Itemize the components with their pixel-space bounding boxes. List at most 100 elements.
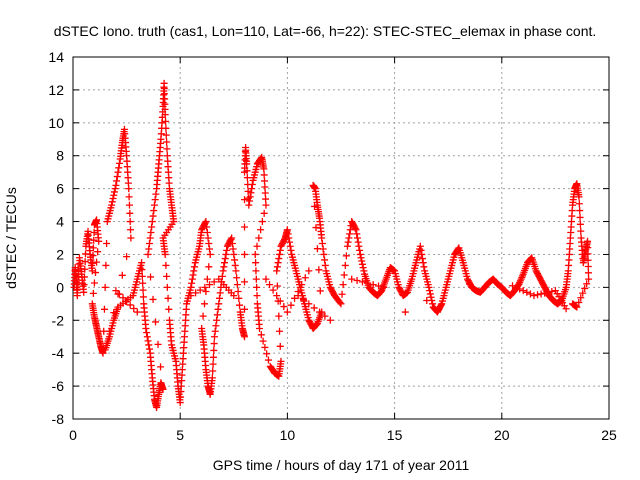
data-point-interp <box>163 145 171 153</box>
data-point-interp <box>509 289 517 297</box>
data-point-interp <box>145 245 153 253</box>
data-point-interp <box>210 340 218 348</box>
data-point-interp <box>560 302 568 310</box>
data-point-interp <box>291 294 299 302</box>
data-point-interp <box>311 202 319 210</box>
data-point-interp <box>575 191 583 199</box>
data-point-interp <box>517 275 525 283</box>
data-point-interp <box>139 286 147 294</box>
y-tick-label: 6 <box>56 181 64 197</box>
data-point-interp <box>463 272 471 280</box>
data-point-interp <box>210 278 218 286</box>
data-point-interp <box>81 258 89 266</box>
data-point-interp <box>123 297 131 305</box>
tick-labels: 0 5 10 15 20 25 -8 -6 -4 -2 0 2 4 6 8 10 12 14 <box>48 49 617 443</box>
data-point-interp <box>84 230 92 238</box>
data-point-interp <box>351 223 359 231</box>
data-point-interp <box>139 293 147 301</box>
data-point-interp <box>214 305 222 313</box>
data-point-interp <box>241 250 249 258</box>
data-point-interp <box>311 322 319 330</box>
data-point-interp <box>114 168 122 176</box>
data-point-interp <box>94 234 102 242</box>
data-point-interp <box>581 284 589 292</box>
y-tick-label: 14 <box>48 49 64 65</box>
tick-marks <box>72 56 610 420</box>
data-point-interp <box>196 286 204 294</box>
data-point-interp <box>125 201 133 209</box>
data-point-interp <box>516 285 524 293</box>
data-point-interp <box>169 215 177 223</box>
data-point-interp <box>261 343 269 351</box>
data-point-interp <box>561 286 569 294</box>
y-tick-label: -4 <box>52 345 65 361</box>
data-point-interp <box>88 264 96 272</box>
data-point-interp <box>209 367 217 375</box>
data-point-interp <box>269 286 277 294</box>
data-point-interp <box>336 298 344 306</box>
data-point-interp <box>89 289 97 297</box>
data-point-interp <box>123 253 131 261</box>
data-point-interp <box>161 248 169 256</box>
data-point-interp <box>284 230 292 238</box>
data-point-interp <box>304 314 312 322</box>
data-point-interp <box>274 259 282 267</box>
data-point-interp <box>203 275 211 283</box>
data-point <box>305 267 313 275</box>
data-point-interp <box>126 218 134 226</box>
data-point-interp <box>355 242 363 250</box>
data-point-interp <box>241 223 249 231</box>
data-point-interp <box>190 263 198 271</box>
data-point-interp <box>115 159 123 167</box>
data-point-interp <box>142 320 150 328</box>
data-point-interp <box>575 298 583 306</box>
data-point-interp <box>255 234 263 242</box>
data-point <box>144 250 152 258</box>
data-point-interp <box>204 234 212 242</box>
data-point-interp <box>576 213 584 221</box>
data-point-interp <box>206 389 214 397</box>
data-point-interp <box>211 327 219 335</box>
data-point-interp <box>246 197 254 205</box>
data-point-interp <box>260 209 268 217</box>
data-point-interp <box>358 278 366 286</box>
data-point-interp <box>227 235 235 243</box>
data-point-interp <box>518 273 526 281</box>
data-point-interp <box>253 292 261 300</box>
data-point-interp <box>197 229 205 237</box>
data-point-interp <box>126 301 134 309</box>
data-point-interp <box>570 187 578 195</box>
data-point-interp <box>137 261 145 269</box>
data-point-interp <box>512 283 520 291</box>
data-point-interp <box>202 287 210 295</box>
data-point-interp <box>248 181 256 189</box>
x-tick-label: 25 <box>601 427 617 443</box>
data-points <box>70 79 593 411</box>
data-point <box>530 292 538 300</box>
data-point-interp <box>252 267 260 275</box>
data-point-interp <box>234 287 242 295</box>
data-point-interp <box>253 242 261 250</box>
data-point-interp <box>82 250 90 258</box>
data-point <box>343 242 351 250</box>
y-tick-label: -2 <box>52 312 65 328</box>
data-point-interp <box>213 316 221 324</box>
data-point-interp <box>152 190 160 198</box>
data-point-interp <box>118 141 126 149</box>
data-point-interp <box>221 255 229 263</box>
data-point-interp <box>248 185 256 193</box>
data-point-interp <box>537 290 545 298</box>
data-point <box>232 267 240 275</box>
data-point-interp <box>577 294 585 302</box>
data-point-interp <box>79 285 87 293</box>
x-tick-label: 10 <box>280 427 296 443</box>
data-point-interp <box>353 234 361 242</box>
data-point-interp <box>311 184 319 192</box>
data-point-interp <box>450 253 458 261</box>
data-point-interp <box>113 173 121 181</box>
data-point-interp <box>108 198 116 206</box>
data-point-interp <box>424 281 432 289</box>
data-point-interp <box>381 277 389 285</box>
data-point-interp <box>541 289 549 297</box>
